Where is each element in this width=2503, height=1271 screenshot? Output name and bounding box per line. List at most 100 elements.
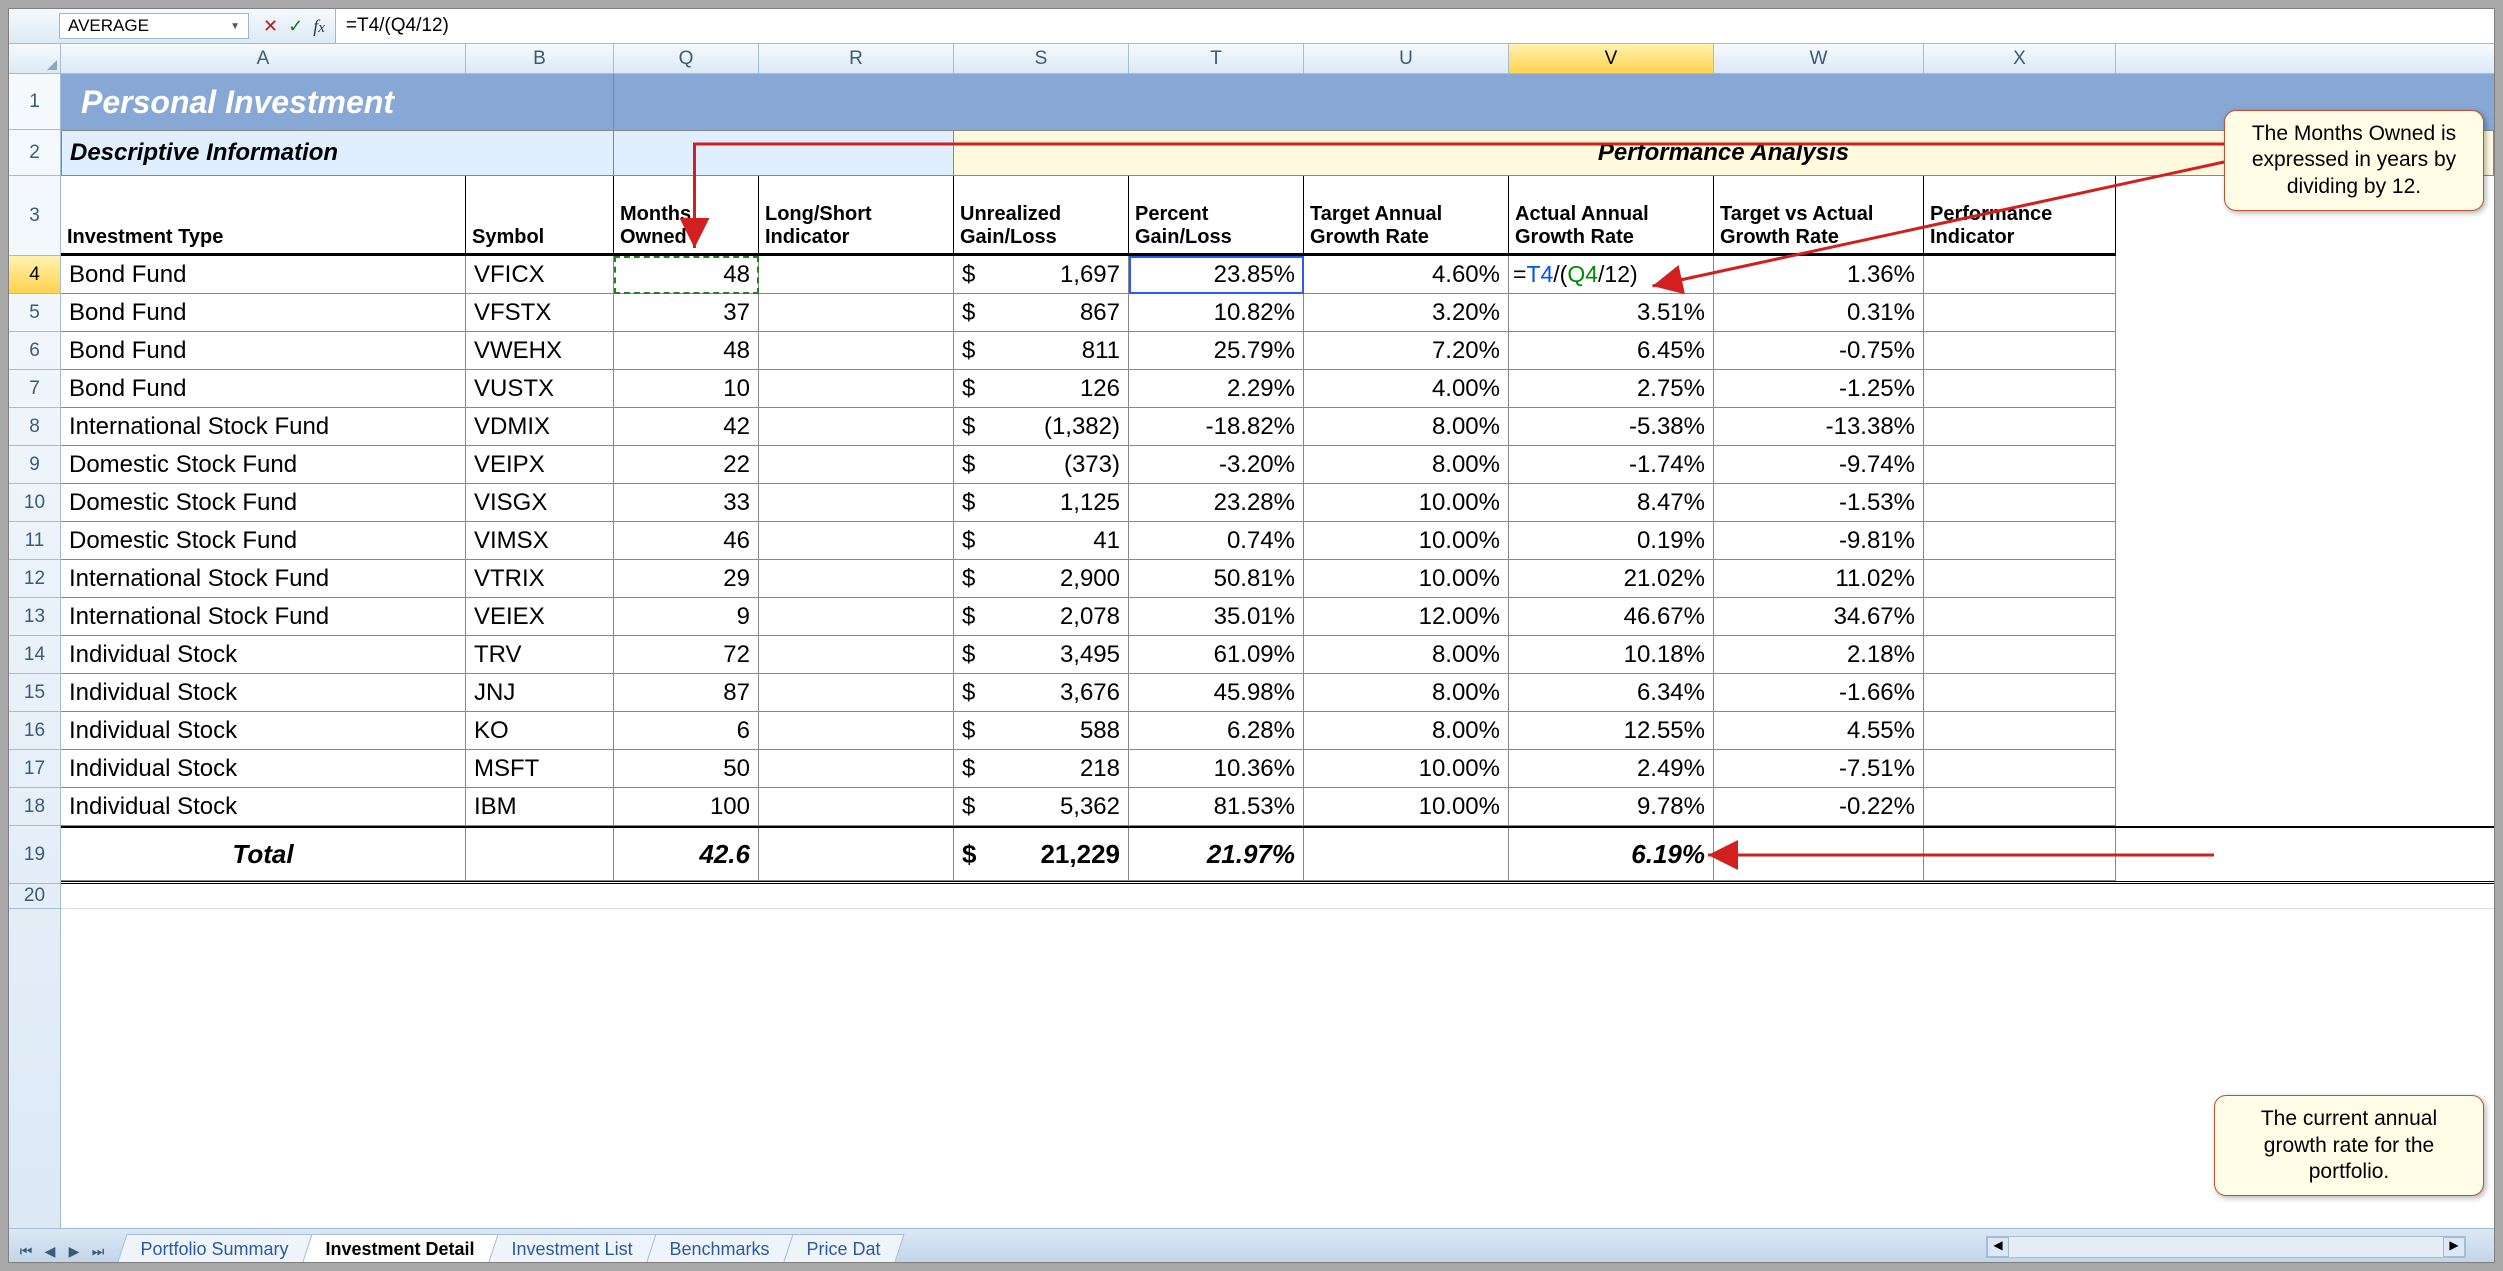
cell-S5[interactable]: $867 [954,294,1129,332]
row-header-2[interactable]: 2 [9,130,60,176]
cell-W9[interactable]: -9.74% [1714,446,1924,484]
cell-T12[interactable]: 50.81% [1129,560,1304,598]
cell-A4[interactable]: Bond Fund [61,256,466,294]
cell-S6[interactable]: $811 [954,332,1129,370]
cell-W14[interactable]: 2.18% [1714,636,1924,674]
cell-W16[interactable]: 4.55% [1714,712,1924,750]
cell-V14[interactable]: 10.18% [1509,636,1714,674]
cell-T14[interactable]: 61.09% [1129,636,1304,674]
cell-B14[interactable]: TRV [466,636,614,674]
tab-first-icon[interactable]: ⏮ [15,1240,37,1262]
cell-W11[interactable]: -9.81% [1714,522,1924,560]
cell-T4[interactable]: 23.85% [1129,256,1304,294]
cell-T6[interactable]: 25.79% [1129,332,1304,370]
row-header-14[interactable]: 14 [9,636,60,674]
sheet-tab[interactable]: Benchmarks [647,1234,794,1262]
cell-R8[interactable] [759,408,954,446]
fx-icon[interactable]: fx [313,16,325,37]
cell-X16[interactable] [1924,712,2116,750]
row-header-15[interactable]: 15 [9,674,60,712]
cell-U9[interactable]: 8.00% [1304,446,1509,484]
cell-Q4[interactable]: 48 [614,256,759,294]
cell-U6[interactable]: 7.20% [1304,332,1509,370]
total-Q[interactable]: 42.6 [614,828,759,881]
cell-T11[interactable]: 0.74% [1129,522,1304,560]
cell-W10[interactable]: -1.53% [1714,484,1924,522]
cell-U13[interactable]: 12.00% [1304,598,1509,636]
total-A[interactable]: Total [61,828,466,881]
cell-X17[interactable] [1924,750,2116,788]
cell-B10[interactable]: VISGX [466,484,614,522]
row-header-18[interactable]: 18 [9,788,60,826]
row-header-5[interactable]: 5 [9,294,60,332]
cell-W12[interactable]: 11.02% [1714,560,1924,598]
name-box[interactable]: AVERAGE ▼ [59,13,249,39]
tab-prev-icon[interactable]: ◀ [39,1240,61,1262]
cell-U17[interactable]: 10.00% [1304,750,1509,788]
cell-B8[interactable]: VDMIX [466,408,614,446]
horizontal-scrollbar[interactable]: ◀ ▶ [1986,1236,2466,1258]
column-header-S[interactable]: S [954,44,1129,73]
cell-T5[interactable]: 10.82% [1129,294,1304,332]
cell-R5[interactable] [759,294,954,332]
cell-R13[interactable] [759,598,954,636]
row-header-9[interactable]: 9 [9,446,60,484]
cell-V12[interactable]: 21.02% [1509,560,1714,598]
select-all-corner[interactable] [9,44,61,73]
cell-B16[interactable]: KO [466,712,614,750]
cell-X9[interactable] [1924,446,2116,484]
cell-B5[interactable]: VFSTX [466,294,614,332]
cell-V8[interactable]: -5.38% [1509,408,1714,446]
cell-V5[interactable]: 3.51% [1509,294,1714,332]
cell-U4[interactable]: 4.60% [1304,256,1509,294]
cell-A13[interactable]: International Stock Fund [61,598,466,636]
cell-Q8[interactable]: 42 [614,408,759,446]
column-header-V[interactable]: V [1509,44,1714,73]
cell-V9[interactable]: -1.74% [1509,446,1714,484]
row-header-11[interactable]: 11 [9,522,60,560]
column-header-Q[interactable]: Q [614,44,759,73]
cell-S14[interactable]: $3,495 [954,636,1129,674]
cell-T7[interactable]: 2.29% [1129,370,1304,408]
total-T[interactable]: 21.97% [1129,828,1304,881]
row-header-1[interactable]: 1 [9,74,60,130]
cell-U11[interactable]: 10.00% [1304,522,1509,560]
cell-X11[interactable] [1924,522,2116,560]
cell-Q13[interactable]: 9 [614,598,759,636]
cell-W8[interactable]: -13.38% [1714,408,1924,446]
cell-B11[interactable]: VIMSX [466,522,614,560]
cell-X6[interactable] [1924,332,2116,370]
cell-W6[interactable]: -0.75% [1714,332,1924,370]
cell-A17[interactable]: Individual Stock [61,750,466,788]
cell-Q18[interactable]: 100 [614,788,759,826]
cell-U16[interactable]: 8.00% [1304,712,1509,750]
cell-U7[interactable]: 4.00% [1304,370,1509,408]
total-U[interactable] [1304,828,1509,881]
cell-R6[interactable] [759,332,954,370]
cell-R15[interactable] [759,674,954,712]
tab-last-icon[interactable]: ⏭ [87,1240,109,1262]
cell-T15[interactable]: 45.98% [1129,674,1304,712]
cell-U14[interactable]: 8.00% [1304,636,1509,674]
row-header-10[interactable]: 10 [9,484,60,522]
cell-A10[interactable]: Domestic Stock Fund [61,484,466,522]
scroll-right-icon[interactable]: ▶ [2443,1237,2465,1257]
cancel-icon[interactable]: ✕ [263,16,278,37]
cell-X4[interactable] [1924,256,2116,294]
cell-W5[interactable]: 0.31% [1714,294,1924,332]
cell-S12[interactable]: $2,900 [954,560,1129,598]
cell-A6[interactable]: Bond Fund [61,332,466,370]
cell-Q7[interactable]: 10 [614,370,759,408]
sheet-tab[interactable]: Portfolio Summary [117,1234,312,1262]
cell-R12[interactable] [759,560,954,598]
cell-S4[interactable]: $1,697 [954,256,1129,294]
total-W[interactable] [1714,828,1924,881]
row-header-16[interactable]: 16 [9,712,60,750]
cell-T13[interactable]: 35.01% [1129,598,1304,636]
cell-V4[interactable]: =T4/(Q4/12) [1509,256,1714,294]
row-header-19[interactable]: 19 [9,826,60,884]
cell-A14[interactable]: Individual Stock [61,636,466,674]
cell-B7[interactable]: VUSTX [466,370,614,408]
cell-A7[interactable]: Bond Fund [61,370,466,408]
cell-W7[interactable]: -1.25% [1714,370,1924,408]
